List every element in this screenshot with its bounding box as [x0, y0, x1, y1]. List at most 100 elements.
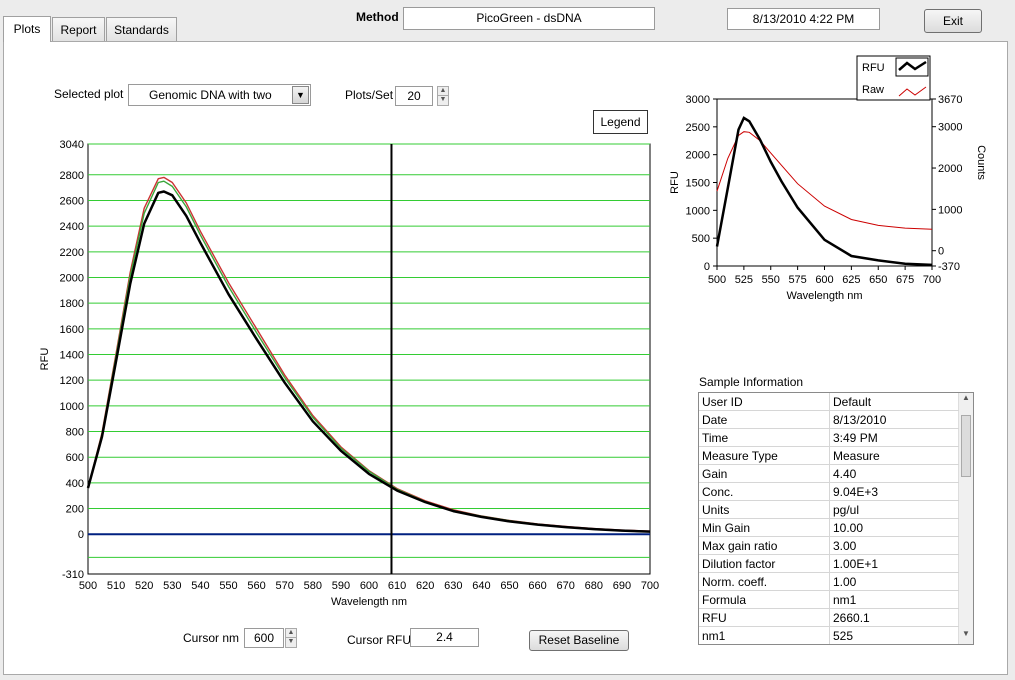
row-value: 1.00E+1 — [833, 557, 879, 571]
table-row[interactable]: Min Gain 10.00 — [699, 519, 959, 537]
row-key: RFU — [702, 611, 727, 625]
plots-per-set-label: Plots/Set — [345, 88, 394, 102]
table-row[interactable]: Max gain ratio 3.00 — [699, 537, 959, 555]
x-tick-label: 500 — [79, 580, 97, 592]
column-divider — [829, 519, 830, 537]
table-row[interactable]: User ID Default — [699, 393, 959, 411]
row-key: Formula — [702, 593, 747, 607]
legend-rfu-swatch — [898, 60, 927, 71]
x-tick-label: 680 — [585, 580, 603, 592]
table-row[interactable]: Gain 4.40 — [699, 465, 959, 483]
y-tick-label: 3040 — [60, 139, 84, 151]
stepper-down-icon[interactable]: ▼ — [439, 96, 447, 103]
x-tick-label: 625 — [842, 274, 860, 286]
column-divider — [829, 501, 830, 519]
y-tick-label: 200 — [66, 504, 84, 516]
row-value: 1.00 — [833, 575, 857, 589]
table-row[interactable]: RFU 2660.1 — [699, 609, 959, 627]
selected-plot-overflow — [149, 102, 152, 105]
x-tick-label: 550 — [762, 274, 780, 286]
column-divider — [829, 411, 830, 429]
table-row[interactable]: nm1 525 — [699, 627, 959, 644]
y-tick-label: 2400 — [60, 221, 84, 233]
selected-plot-dropdown[interactable]: Genomic DNA with two ▼ — [128, 84, 311, 106]
cursor-nm-input[interactable]: 600 — [244, 628, 284, 648]
table-row[interactable]: Dilution factor 1.00E+1 — [699, 555, 959, 573]
y-tick-label: 2800 — [60, 170, 84, 182]
stepper-up-icon[interactable]: ▲ — [286, 629, 296, 638]
x-tick-label: 610 — [388, 580, 406, 592]
scroll-down-icon[interactable]: ▼ — [962, 629, 970, 638]
column-divider — [829, 573, 830, 591]
plots-per-set-stepper[interactable]: ▲ ▼ — [437, 86, 449, 106]
y-tick-label: 0 — [704, 261, 710, 273]
legend-label-rfu: RFU — [862, 62, 885, 74]
x-tick-label: 575 — [788, 274, 806, 286]
row-value: 8/13/2010 — [833, 413, 887, 427]
column-divider — [829, 465, 830, 483]
column-divider — [829, 483, 830, 501]
y-tick-label: 500 — [692, 233, 710, 245]
table-row[interactable]: Units pg/ul — [699, 501, 959, 519]
row-value: 2660.1 — [833, 611, 870, 625]
y2-tick-label: 3000 — [938, 122, 962, 134]
stepper-down-icon[interactable]: ▼ — [287, 638, 295, 645]
column-divider — [829, 393, 830, 411]
tab-report[interactable]: Report — [52, 17, 105, 41]
tab-standards[interactable]: Standards — [106, 17, 177, 41]
y-tick-label: 1000 — [686, 205, 710, 217]
x-tick-label: 650 — [500, 580, 518, 592]
x-axis-label: Wavelength nm — [331, 596, 407, 608]
x-tick-label: 600 — [815, 274, 833, 286]
row-value: 3.00 — [833, 539, 857, 553]
row-key: nm1 — [702, 629, 726, 643]
y-tick-label: 1800 — [60, 298, 84, 310]
scroll-up-icon[interactable]: ▲ — [962, 393, 970, 402]
plots-per-set-input[interactable]: 20 — [395, 86, 433, 106]
cursor-nm-stepper[interactable]: ▲ ▼ — [285, 628, 297, 648]
rfu-line — [715, 116, 933, 267]
stepper-up-icon[interactable]: ▲ — [438, 87, 448, 96]
main-spectrum-chart: -310 0 200 400 600 800 1000 1200 1400 1600 1800 200… — [39, 139, 659, 608]
x-tick-label: 690 — [613, 580, 631, 592]
y-tick-label: 3000 — [686, 94, 710, 106]
row-key: User ID — [702, 395, 743, 409]
x-tick-label: 660 — [528, 580, 546, 592]
legend-button[interactable]: Legend — [593, 110, 648, 134]
x-axis-label: Wavelength nm — [786, 290, 862, 302]
reset-baseline-button[interactable]: Reset Baseline — [529, 630, 629, 651]
chevron-down-icon[interactable]: ▼ — [292, 86, 309, 104]
table-row[interactable]: Formula nm1 — [699, 591, 959, 609]
y-axis-label: RFU — [39, 348, 51, 371]
sample-info-table: ▲ ▼ User ID Default Date 8/13/2010 Time 3:49 … — [698, 392, 974, 645]
table-row[interactable]: Measure Type Measure — [699, 447, 959, 465]
cursor-rfu-field: 2.4 — [410, 628, 479, 647]
table-row[interactable]: Conc. 9.04E+3 — [699, 483, 959, 501]
x-tick-label: 675 — [896, 274, 914, 286]
column-divider — [829, 429, 830, 447]
table-row[interactable]: Norm. coeff. 1.00 — [699, 573, 959, 591]
plot-area — [87, 143, 651, 575]
exit-button[interactable]: Exit — [924, 9, 982, 33]
method-field[interactable]: PicoGreen - dsDNA — [403, 7, 655, 30]
raw-line — [716, 131, 933, 230]
row-value: pg/ul — [833, 503, 860, 517]
scroll-thumb[interactable] — [961, 415, 971, 477]
tab-plots[interactable]: Plots — [3, 16, 51, 42]
x-tick-label: 510 — [107, 580, 125, 592]
sample-info-title: Sample Information — [699, 375, 804, 389]
y-tick-label: 2000 — [686, 150, 710, 162]
scrollbar[interactable]: ▲ ▼ — [958, 393, 973, 644]
row-value: nm1 — [833, 593, 857, 607]
row-key: Date — [702, 413, 728, 427]
x-tick-label: 590 — [332, 580, 350, 592]
raw-rfu-chart: 050010001500200025003000-370010002000300… — [669, 55, 987, 302]
cursor-nm-label: Cursor nm — [183, 631, 240, 645]
y-tick-label: 2500 — [686, 122, 710, 134]
x-tick-label: 500 — [708, 274, 726, 286]
table-row[interactable]: Time 3:49 PM — [699, 429, 959, 447]
y-tick-label: 2600 — [60, 195, 84, 207]
legend-label-raw: Raw — [862, 84, 884, 96]
table-row[interactable]: Date 8/13/2010 — [699, 411, 959, 429]
x-tick-label: 560 — [247, 580, 265, 592]
